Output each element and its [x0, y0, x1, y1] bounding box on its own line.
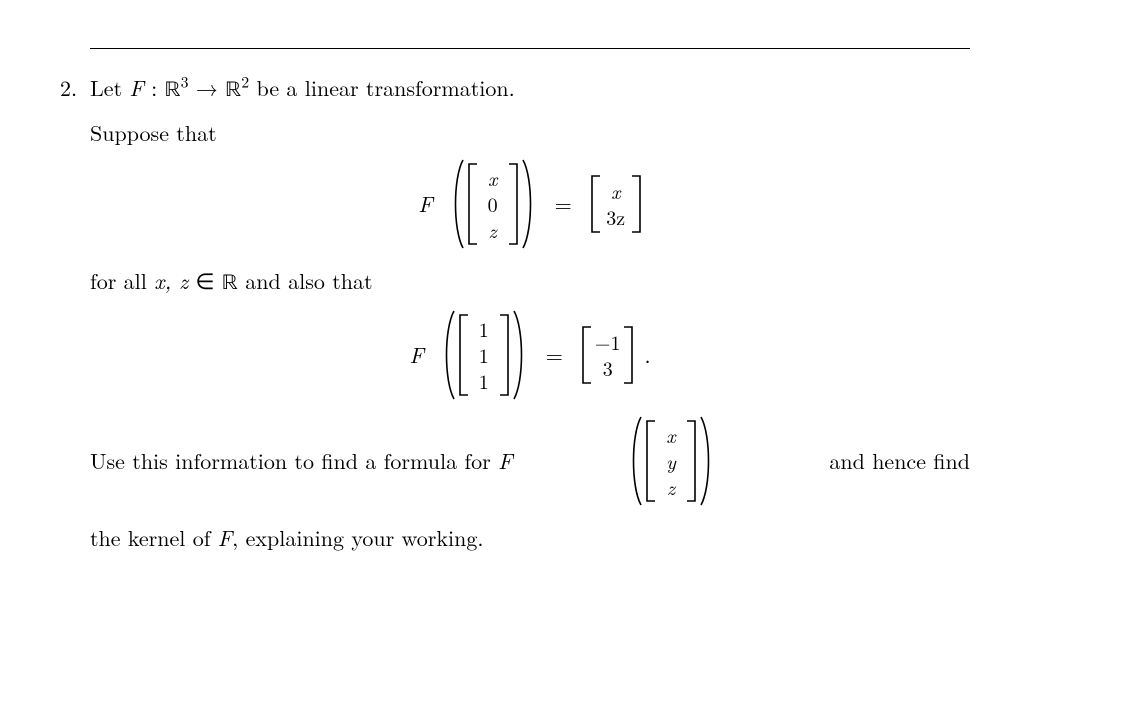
text: and hence find — [829, 444, 970, 478]
vector-input: x 0 z — [479, 164, 507, 244]
arrow: → — [189, 72, 226, 103]
entry: −1 — [595, 330, 621, 354]
symbol-F: F — [418, 187, 432, 221]
text: the kernel of — [90, 522, 218, 553]
equals-sign: = — [555, 187, 572, 221]
power-3: 3 — [181, 70, 189, 93]
text: be a linear transformation. — [249, 72, 515, 103]
entry: x — [659, 423, 683, 447]
text: for all — [90, 265, 154, 296]
left-bracket-icon — [590, 175, 602, 233]
entry: 0 — [481, 192, 505, 216]
problem-number: 2. — [60, 71, 77, 105]
equals-sign: = — [546, 338, 563, 372]
right-bracket-icon — [685, 420, 697, 502]
text: and also that — [238, 265, 373, 296]
entry: z — [481, 218, 505, 242]
entry: z — [659, 475, 683, 499]
left-bracket-icon — [645, 420, 657, 502]
vector-output: x 3z — [602, 177, 630, 231]
text: : — [144, 72, 165, 103]
right-bracket-icon — [622, 326, 634, 384]
entry: 3z — [604, 205, 628, 229]
symbol-F: F — [218, 522, 232, 553]
text: Let — [90, 72, 129, 103]
symbol-F: F — [409, 338, 423, 372]
right-bracket-icon — [498, 314, 510, 396]
equation-1: F x 0 z = — [90, 158, 970, 250]
symbol-F: F — [129, 72, 143, 103]
entry: 1 — [472, 317, 496, 341]
left-bracket-icon — [458, 314, 470, 396]
text: , explaining your working. — [232, 522, 483, 553]
left-bracket-icon — [581, 326, 593, 384]
vector-output: −1 3 — [593, 328, 623, 382]
entry: 1 — [472, 369, 496, 393]
entry: x — [481, 166, 505, 190]
left-bracket-icon — [467, 163, 479, 245]
text: Use this information to find a formula f… — [90, 445, 498, 476]
right-bracket-icon — [630, 175, 642, 233]
symbol-F: F — [498, 445, 512, 476]
right-bracket-icon — [507, 163, 519, 245]
entry: x — [604, 179, 628, 203]
intro-line: Let F : ℝ3 → ℝ2 be a linear transformati… — [90, 71, 970, 108]
right-paren-icon — [697, 415, 715, 507]
entry: 1 — [472, 343, 496, 367]
suppose-line: Suppose that — [90, 116, 970, 150]
inline-F-vector: x y z — [627, 415, 715, 507]
vector-input: 1 1 1 — [470, 315, 498, 395]
symbol-R: ℝ — [165, 80, 181, 102]
vars: x, z — [154, 265, 188, 296]
symbol-R: ℝ — [222, 273, 238, 295]
vector-xyz: x y z — [657, 421, 685, 501]
left-paren-icon — [449, 158, 467, 250]
period: . — [644, 338, 650, 372]
forall-line: for all x, z ∈ ℝ and also that — [90, 264, 970, 301]
symbol-R: ℝ — [225, 80, 241, 102]
problem-2: 2. Let F : ℝ3 → ℝ2 be a linear transform… — [90, 71, 970, 555]
left-paren-icon — [627, 415, 645, 507]
right-paren-icon — [510, 309, 528, 401]
entry: y — [659, 449, 683, 473]
final-paragraph: Use this information to find a formula f… — [90, 415, 970, 555]
left-paren-icon — [440, 309, 458, 401]
entry: 3 — [596, 356, 620, 380]
horizontal-rule — [90, 48, 970, 49]
in-sign: ∈ — [188, 265, 222, 296]
power-2: 2 — [241, 70, 249, 93]
equation-2: F 1 1 1 = — [90, 309, 970, 401]
right-paren-icon — [519, 158, 537, 250]
